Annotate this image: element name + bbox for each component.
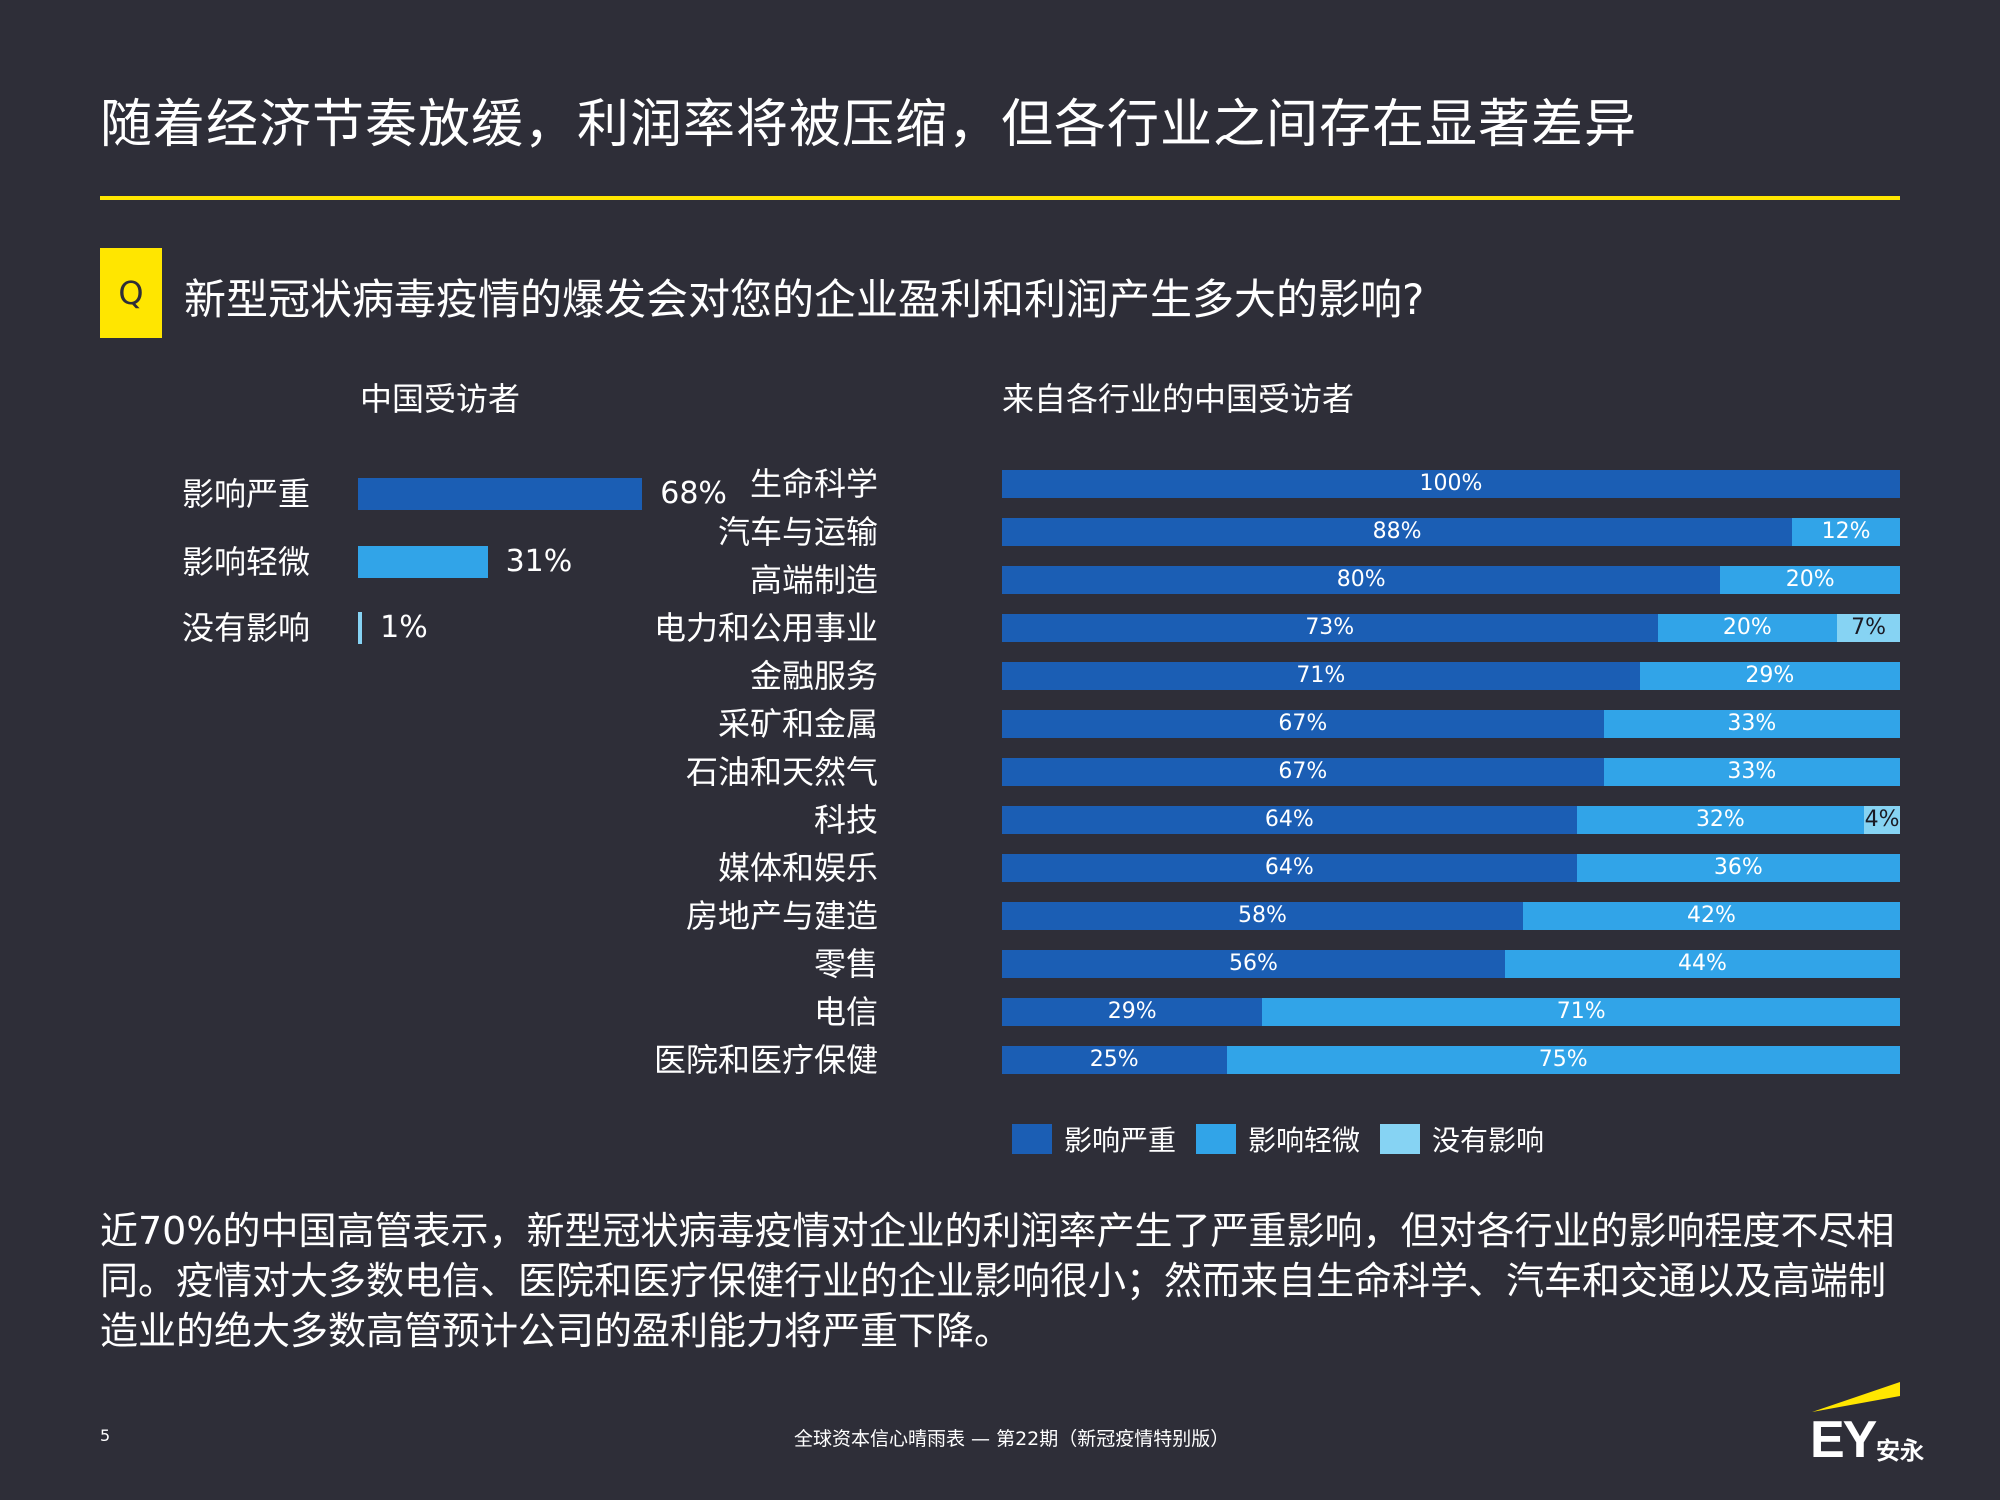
bar-segment-mild: 20% [1657, 614, 1838, 642]
summary-bar [358, 612, 363, 644]
industry-stacked-bar: 73% 20% 7% [1002, 614, 1900, 642]
bar-segment-mild: 42% [1522, 902, 1900, 930]
bar-segment-severe: 64% [1002, 854, 1577, 882]
industry-stacked-bar: 58% 42% [1002, 902, 1900, 930]
industry-row: 媒体和娱乐 64% 36% [0, 844, 1900, 892]
industry-label: 采矿和金属 [717, 705, 878, 743]
industry-stacked-bar: 80% 20% [1002, 566, 1900, 594]
summary-value-label: 68% [660, 476, 727, 511]
summary-row: 没有影响 1% [0, 608, 760, 648]
industry-label: 科技 [813, 801, 878, 839]
bar-segment-mild: 75% [1226, 1046, 1900, 1074]
summary-bar [358, 478, 643, 510]
title-divider [100, 196, 1900, 200]
legend-swatch [1380, 1124, 1420, 1154]
legend-label: 没有影响 [1432, 1124, 1545, 1157]
industry-row: 采矿和金属 67% 33% [0, 700, 1900, 748]
bar-segment-mild: 71% [1262, 998, 1900, 1026]
bar-segment-severe: 67% [1002, 710, 1604, 738]
legend-swatch [1012, 1124, 1052, 1154]
bar-segment-severe: 58% [1002, 902, 1523, 930]
industry-stacked-bar: 56% 44% [1002, 950, 1900, 978]
bar-segment-mild: 32% [1576, 806, 1865, 834]
summary-category-label: 没有影响 [182, 609, 311, 647]
industry-row: 科技 64% 32% 4% [0, 796, 1900, 844]
industry-label: 高端制造 [749, 561, 878, 599]
bar-segment-severe: 64% [1002, 806, 1577, 834]
bar-segment-none: 7% [1837, 614, 1900, 642]
bar-segment-severe: 73% [1002, 614, 1658, 642]
ey-logo: EY 安永 [1810, 1382, 1930, 1472]
logo-chinese-text: 安永 [1876, 1437, 1924, 1465]
bar-segment-severe: 100% [1002, 470, 1900, 498]
summary-value-label: 1% [380, 610, 428, 645]
industry-row: 电力和公用事业 73% 20% 7% [0, 604, 1900, 652]
legend-label: 影响轻微 [1248, 1124, 1361, 1157]
summary-bar [358, 546, 488, 578]
logo-beam-icon [1812, 1382, 1900, 1412]
bar-segment-mild: 33% [1603, 710, 1900, 738]
industry-stacked-bar: 71% 29% [1002, 662, 1900, 690]
legend-swatch [1196, 1124, 1236, 1154]
bar-segment-mild: 33% [1603, 758, 1900, 786]
industry-label: 电信 [813, 993, 878, 1031]
industry-row: 高端制造 80% 20% [0, 556, 1900, 604]
industry-row: 电信 29% 71% [0, 988, 1900, 1036]
industry-stacked-bar: 64% 32% 4% [1002, 806, 1900, 834]
industry-stacked-bar: 67% 33% [1002, 758, 1900, 786]
industry-stacked-bar: 100% [1002, 470, 1900, 498]
summary-paragraph: 近70%的中国高管表示，新型冠状病毒疫情对企业的利润率产生了严重影响，但对各行业… [100, 1209, 1895, 1353]
logo-text: EY [1810, 1411, 1877, 1469]
bar-segment-severe: 25% [1002, 1046, 1227, 1074]
summary-chart-title: 中国受访者 [360, 380, 521, 418]
summary-row: 影响轻微 31% [0, 542, 760, 582]
industry-label: 金融服务 [749, 657, 878, 695]
industry-label: 房地产与建造 [685, 897, 878, 935]
industry-stacked-bar: 88% 12% [1002, 518, 1900, 546]
industry-label: 汽车与运输 [717, 513, 878, 551]
bar-segment-severe: 80% [1002, 566, 1721, 594]
bar-segment-severe: 56% [1002, 950, 1505, 978]
summary-value-label: 31% [505, 544, 573, 579]
bar-segment-mild: 12% [1792, 518, 1900, 546]
summary-row: 影响严重 68% [0, 474, 760, 514]
industry-row: 零售 56% 44% [0, 940, 1900, 988]
bar-segment-mild: 29% [1639, 662, 1900, 690]
bar-segment-severe: 29% [1002, 998, 1263, 1026]
page-number: 5 [100, 1426, 111, 1445]
page-title: 随着经济节奏放缓，利润率将被压缩，但各行业之间存在显著差异 [100, 95, 1638, 155]
question-badge: Q [100, 248, 162, 338]
industry-label: 媒体和娱乐 [717, 849, 878, 887]
question-text: 新型冠状病毒疫情的爆发会对您的企业盈利和利润产生多大的影响? [184, 275, 1425, 324]
industry-label: 石油和天然气 [685, 753, 878, 791]
footer-publication: 全球资本信心晴雨表 — 第22期（新冠疫情特别版） [794, 1428, 1230, 1450]
industry-stacked-bar: 25% 75% [1002, 1046, 1900, 1074]
industry-label: 医院和医疗保健 [653, 1041, 878, 1079]
bar-segment-none: 4% [1864, 806, 1900, 834]
summary-category-label: 影响轻微 [182, 543, 311, 581]
industry-stacked-bar: 67% 33% [1002, 710, 1900, 738]
industry-row: 房地产与建造 58% 42% [0, 892, 1900, 940]
industry-stacked-bar: 29% 71% [1002, 998, 1900, 1026]
industry-row: 生命科学 100% [0, 460, 1900, 508]
summary-category-label: 影响严重 [182, 475, 311, 513]
industry-chart-title: 来自各行业的中国受访者 [1002, 380, 1355, 418]
bar-segment-mild: 36% [1576, 854, 1900, 882]
bar-segment-severe: 88% [1002, 518, 1793, 546]
industry-stacked-bar: 64% 36% [1002, 854, 1900, 882]
industry-row: 汽车与运输 88% 12% [0, 508, 1900, 556]
bar-segment-severe: 67% [1002, 758, 1604, 786]
industry-row: 医院和医疗保健 25% 75% [0, 1036, 1900, 1084]
industry-label: 零售 [813, 945, 878, 983]
bar-segment-mild: 20% [1720, 566, 1900, 594]
legend-label: 影响严重 [1064, 1124, 1177, 1157]
industry-label: 生命科学 [749, 465, 878, 503]
industry-label: 电力和公用事业 [653, 609, 878, 647]
industry-row: 石油和天然气 67% 33% [0, 748, 1900, 796]
bar-segment-mild: 44% [1504, 950, 1900, 978]
industry-row: 金融服务 71% 29% [0, 652, 1900, 700]
bar-segment-severe: 71% [1002, 662, 1640, 690]
